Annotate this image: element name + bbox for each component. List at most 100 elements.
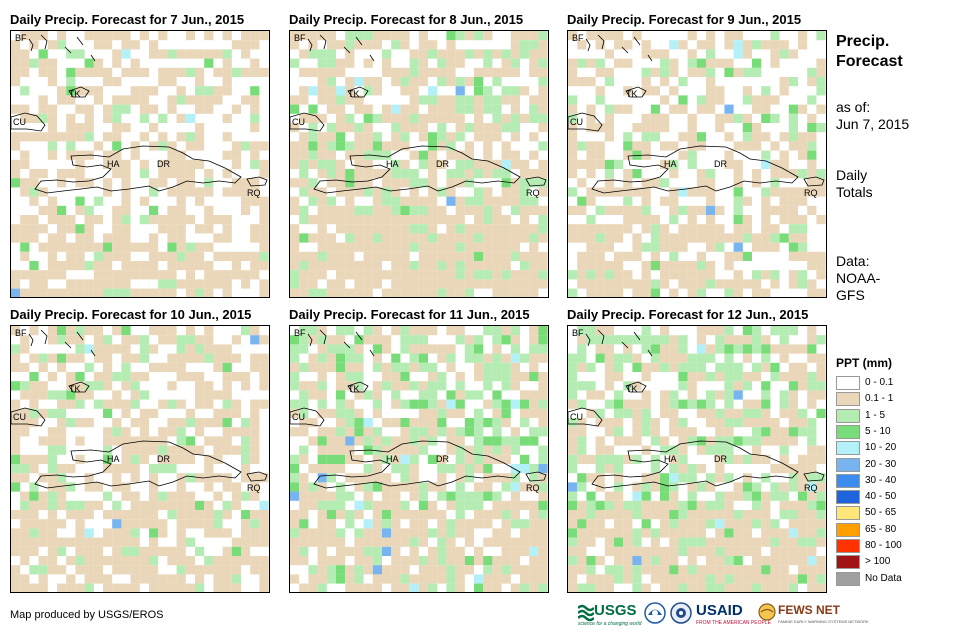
precip-cell xyxy=(400,270,410,280)
precip-cell xyxy=(483,95,493,105)
precip-cell xyxy=(770,141,780,151)
precip-cell xyxy=(382,196,392,206)
precip-cell xyxy=(510,205,520,215)
precip-cell xyxy=(538,104,548,114)
precip-cell xyxy=(752,67,762,77)
precip-cell xyxy=(623,279,633,289)
precip-cell xyxy=(139,344,149,354)
precip-cell xyxy=(241,510,251,520)
precip-cell xyxy=(779,335,789,345)
precip-cell xyxy=(222,31,232,41)
precip-cell xyxy=(84,261,94,271)
precip-cell xyxy=(195,445,205,455)
precip-cell xyxy=(715,445,725,455)
precip-cell xyxy=(75,132,85,142)
precip-cell xyxy=(158,519,168,529)
precip-cell xyxy=(733,169,743,179)
precip-cell xyxy=(38,454,48,464)
precip-cell xyxy=(299,482,309,492)
precip-cell xyxy=(290,381,300,391)
precip-cell xyxy=(290,473,300,483)
precip-cell xyxy=(604,583,614,592)
precip-cell xyxy=(761,344,771,354)
precip-cell xyxy=(428,40,438,50)
precip-cell xyxy=(47,546,57,556)
precip-cell xyxy=(660,491,670,501)
precip-cell xyxy=(130,381,140,391)
precip-cell xyxy=(595,141,605,151)
precip-cell xyxy=(492,205,502,215)
precip-cell xyxy=(130,150,140,160)
precip-cell xyxy=(176,436,186,446)
precip-cell xyxy=(299,344,309,354)
precip-cell xyxy=(308,261,318,271)
precip-cell xyxy=(687,556,697,566)
precip-cell xyxy=(446,279,456,289)
precip-cell xyxy=(354,104,364,114)
precip-cell xyxy=(84,215,94,225)
precip-cell xyxy=(382,418,392,428)
precip-cell xyxy=(669,574,679,584)
precip-cell xyxy=(400,427,410,437)
precip-cell xyxy=(437,537,447,547)
precip-cell xyxy=(577,519,587,529)
place-label-dr: DR xyxy=(436,159,449,169)
precip-cell xyxy=(474,344,484,354)
precip-cell xyxy=(176,335,186,345)
precip-cell xyxy=(761,187,771,197)
precip-cell xyxy=(632,31,642,41)
precip-cell xyxy=(259,224,269,234)
precip-cell xyxy=(724,335,734,345)
precip-cell xyxy=(501,215,511,225)
precip-cell xyxy=(299,326,309,336)
precip-cell xyxy=(816,169,826,179)
precip-cell xyxy=(20,519,30,529)
precip-cell xyxy=(586,528,596,538)
precip-cell xyxy=(241,556,251,566)
precip-cell xyxy=(222,528,232,538)
precip-cell xyxy=(761,473,771,483)
precip-cell xyxy=(650,353,660,363)
precip-cell xyxy=(418,67,428,77)
precip-cell xyxy=(577,335,587,345)
precip-cell xyxy=(317,556,327,566)
precip-cell xyxy=(47,537,57,547)
precip-cell xyxy=(455,326,465,336)
precip-cell xyxy=(687,381,697,391)
precip-cell xyxy=(121,408,131,418)
precip-cell xyxy=(195,574,205,584)
precip-cell xyxy=(317,159,327,169)
precip-cell xyxy=(742,381,752,391)
precip-cell xyxy=(632,205,642,215)
precip-cell xyxy=(121,445,131,455)
precip-cell xyxy=(669,40,679,50)
precip-cell xyxy=(595,288,605,297)
precip-cell xyxy=(130,372,140,382)
precip-cell xyxy=(299,528,309,538)
precip-cell xyxy=(167,491,177,501)
precip-cell xyxy=(446,215,456,225)
precip-cell xyxy=(724,362,734,372)
precip-cell xyxy=(595,574,605,584)
precip-cell xyxy=(595,261,605,271)
precip-cell xyxy=(623,150,633,160)
precip-cell xyxy=(231,178,241,188)
precip-cell xyxy=(742,510,752,520)
precip-cell xyxy=(742,528,752,538)
precip-cell xyxy=(614,565,624,575)
precip-cell xyxy=(529,279,539,289)
precip-cell xyxy=(418,510,428,520)
precip-cell xyxy=(57,233,67,243)
precip-cell xyxy=(770,556,780,566)
precip-cell xyxy=(326,141,336,151)
precip-cell xyxy=(586,196,596,206)
precip-cell xyxy=(788,104,798,114)
precip-cell xyxy=(779,574,789,584)
map-title: Daily Precip. Forecast for 8 Jun., 2015 xyxy=(289,12,524,27)
precip-cell xyxy=(510,427,520,437)
precip-cell xyxy=(687,353,697,363)
precip-cell xyxy=(363,58,373,68)
precip-cell xyxy=(501,353,511,363)
precip-cell xyxy=(363,224,373,234)
precip-cell xyxy=(455,123,465,133)
